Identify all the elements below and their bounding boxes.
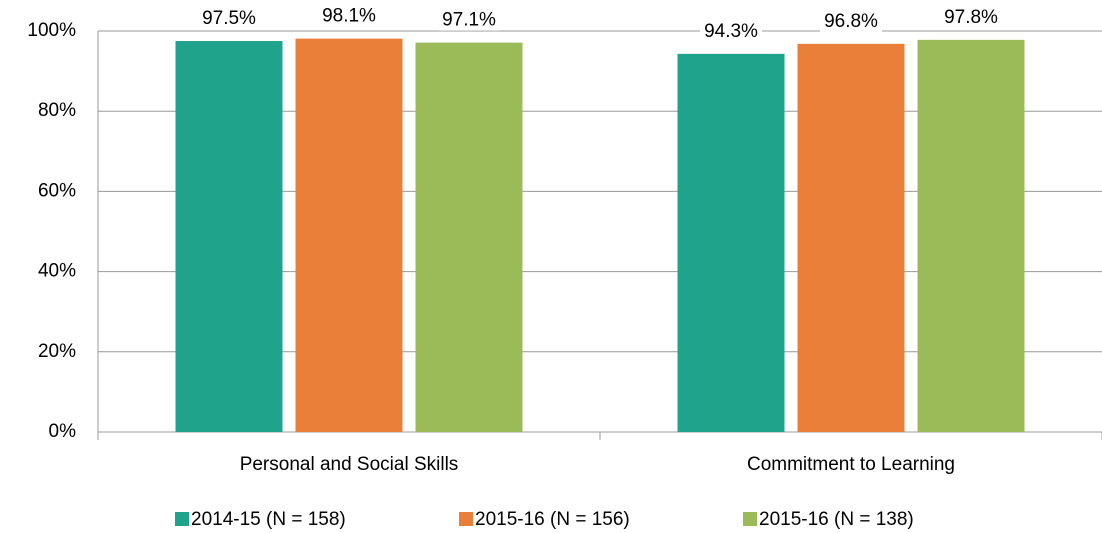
legend-swatch (175, 512, 189, 526)
bar (677, 53, 785, 433)
value-label-bg (820, 10, 883, 32)
x-tick-label: Personal and Social Skills (240, 454, 459, 475)
bar (415, 42, 523, 433)
value-label: 97.1% (442, 10, 496, 31)
value-label: 94.3% (704, 21, 758, 42)
y-tick-label: 80% (38, 100, 76, 121)
value-label-bg (438, 9, 501, 31)
bar (175, 41, 283, 433)
legend-swatch (459, 512, 473, 526)
legend-swatch (743, 512, 757, 526)
x-tick-label: Commitment to Learning (747, 454, 955, 475)
value-label-bg (940, 6, 1003, 28)
y-tick-label: 40% (38, 261, 76, 282)
bar (917, 39, 1025, 433)
legend-label: 2015-16 (N = 138) (759, 509, 914, 530)
y-tick-label: 20% (38, 341, 76, 362)
bar (797, 43, 905, 432)
bar (295, 38, 403, 433)
y-tick-label: 0% (49, 421, 77, 442)
value-label: 97.5% (202, 8, 256, 29)
y-tick-label: 100% (27, 20, 76, 41)
value-label-bg (198, 8, 261, 30)
value-label: 98.1% (322, 6, 376, 27)
value-label: 97.8% (944, 7, 998, 28)
y-tick-label: 60% (38, 180, 76, 201)
value-label: 96.8% (824, 11, 878, 32)
legend-label: 2014-15 (N = 158) (191, 509, 346, 530)
value-label-bg (700, 20, 763, 42)
value-label-bg (318, 5, 381, 27)
legend-label: 2015-16 (N = 156) (475, 509, 630, 530)
